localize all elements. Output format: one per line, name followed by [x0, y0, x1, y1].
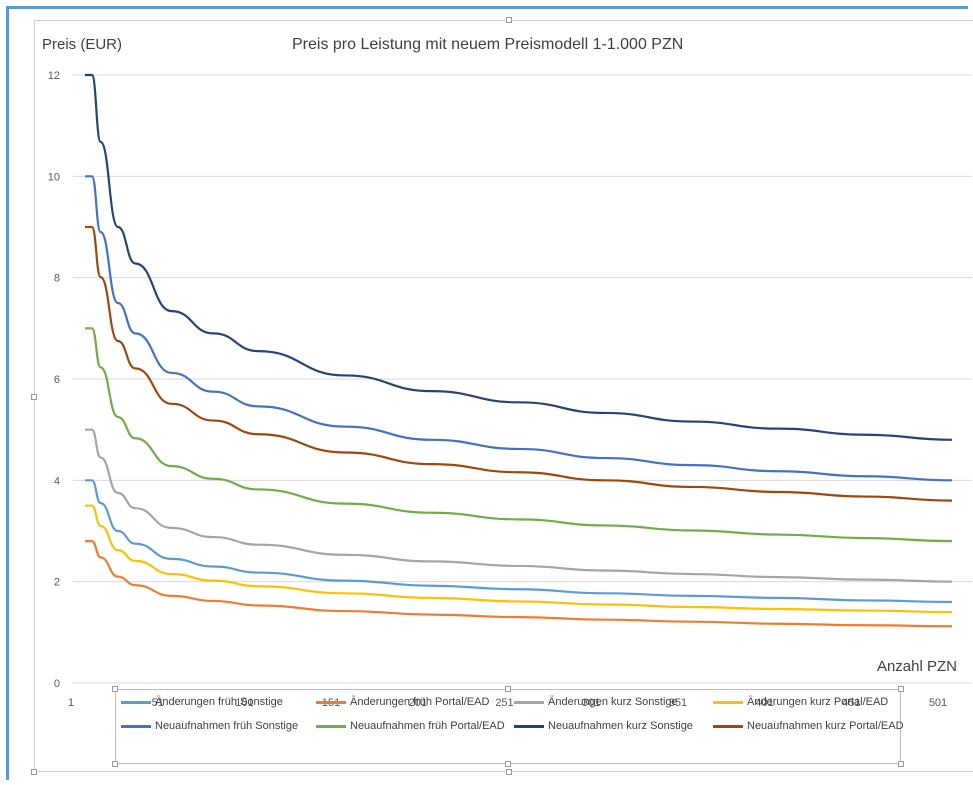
- legend-handle-tl[interactable]: [112, 686, 118, 692]
- series-line-5: [85, 327, 953, 543]
- legend-label: Änderungen kurz Portal/EAD: [747, 696, 889, 708]
- series-line-1: [85, 540, 953, 628]
- y-tick-label-4: 8: [54, 273, 60, 285]
- x-axis-title: Anzahl PZN: [876, 658, 957, 675]
- legend-label: Neuaufnahmen kurz Portal/EAD: [747, 720, 904, 732]
- x-tick-label-7: 351: [669, 697, 687, 709]
- legend-swatch: [514, 700, 544, 704]
- series-line-7: [85, 225, 953, 502]
- x-tick-label-5: 251: [495, 697, 513, 709]
- y-tick-label-0: 0: [54, 678, 60, 690]
- legend-label: Neuaufnahmen kurz Sonstige: [548, 720, 693, 732]
- x-tick-label-1: 51: [152, 697, 164, 709]
- x-tick-label-10: 501: [929, 697, 947, 709]
- legend-handle-br[interactable]: [898, 761, 904, 767]
- legend-item[interactable]: Neuaufnahmen kurz Portal/EAD: [713, 720, 904, 732]
- legend-swatch: [713, 700, 743, 704]
- legend-item[interactable]: Änderungen früh Sonstige: [121, 696, 283, 708]
- y-tick-label-1: 2: [54, 577, 60, 589]
- legend-swatch: [121, 724, 151, 728]
- legend-swatch: [121, 700, 151, 704]
- x-tick-label-2: 101: [235, 697, 253, 709]
- legend-swatch: [316, 724, 346, 728]
- legend-handle-tm[interactable]: [505, 686, 511, 692]
- legend-item[interactable]: Neuaufnahmen kurz Sonstige: [514, 720, 693, 732]
- chart-legend[interactable]: Änderungen früh Sonstige Änderungen früh …: [112, 686, 904, 767]
- x-tick-label-4: 201: [409, 697, 427, 709]
- legend-item[interactable]: Änderungen kurz Portal/EAD: [713, 696, 888, 708]
- legend-item[interactable]: Änderungen kurz Sonstige: [514, 696, 678, 708]
- resize-handle-left[interactable]: [31, 394, 37, 400]
- legend-label: Änderungen früh Sonstige: [155, 696, 283, 708]
- legend-swatch: [713, 724, 743, 728]
- chart-selection-frame[interactable]: [6, 6, 968, 780]
- series-line-0: [85, 479, 953, 604]
- y-tick-label-5: 10: [48, 171, 60, 183]
- x-tick-label-8: 401: [755, 697, 773, 709]
- chart-title[interactable]: Preis pro Leistung mit neuem Preismodell…: [292, 36, 684, 53]
- legend-label: Änderungen kurz Sonstige: [548, 696, 678, 708]
- legend-handle-tr[interactable]: [898, 686, 904, 692]
- legend-handle-bl[interactable]: [112, 761, 118, 767]
- resize-handle-bottom-left[interactable]: [31, 769, 37, 775]
- y-tick-label-3: 6: [54, 374, 60, 386]
- series-line-3: [85, 504, 953, 614]
- resize-handle-top[interactable]: [506, 17, 512, 23]
- y-tick-label-2: 4: [54, 475, 60, 487]
- legend-item[interactable]: Neuaufnahmen früh Portal/EAD: [316, 720, 505, 732]
- legend-label: Neuaufnahmen früh Portal/EAD: [350, 720, 505, 732]
- x-tick-label-6: 301: [582, 697, 600, 709]
- legend-swatch: [514, 724, 544, 728]
- series-line-2: [85, 428, 953, 583]
- y-axis-title: Preis (EUR): [42, 36, 123, 53]
- series-line-6: [85, 73, 953, 441]
- x-tick-label-0: 1: [68, 697, 74, 709]
- legend-label: Neuaufnahmen früh Sonstige: [155, 720, 299, 732]
- y-tick-label-6: 12: [48, 70, 60, 82]
- legend-handle-bm[interactable]: [505, 761, 511, 767]
- legend-swatch: [316, 700, 346, 704]
- legend-label: Änderungen früh Portal/EAD: [350, 696, 490, 708]
- resize-handle-bottom[interactable]: [506, 769, 512, 775]
- series-line-4: [85, 175, 953, 482]
- legend-item[interactable]: Neuaufnahmen früh Sonstige: [121, 720, 298, 732]
- legend-item[interactable]: Änderungen früh Portal/EAD: [316, 696, 489, 708]
- x-tick-label-9: 451: [842, 697, 860, 709]
